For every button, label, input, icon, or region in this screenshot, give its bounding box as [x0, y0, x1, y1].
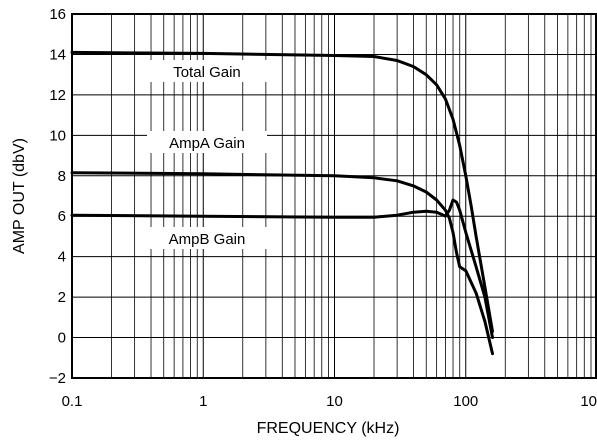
- annotation-label: AmpB Gain: [169, 231, 246, 248]
- y-tick-label: 14: [49, 46, 66, 63]
- y-tick-label: 4: [58, 249, 66, 266]
- y-tick-label: 10: [49, 127, 66, 144]
- x-tick-label: 0.1: [62, 393, 83, 410]
- annotation-backing: [147, 227, 267, 249]
- annotation-label: AmpA Gain: [169, 135, 245, 152]
- y-tick-label: 6: [58, 208, 66, 225]
- y-tick-label: 0: [58, 330, 66, 347]
- series-line-ampa-gain: [70, 171, 494, 356]
- series-lines: [70, 50, 494, 356]
- tick-labels: −2 0 2 4 6 8 10 12 14 16 0.1 1 10 100 1000: [49, 6, 597, 410]
- x-tick-label: 10: [326, 393, 343, 410]
- annotation-backing: [147, 131, 267, 153]
- y-tick-label: −2: [49, 370, 66, 387]
- series-line-ampb-gain: [70, 198, 494, 340]
- series-line-total-gain: [70, 50, 494, 333]
- y-tick-label: 8: [58, 168, 66, 185]
- y-axis-title: AMP OUT (dbV): [11, 138, 28, 254]
- plot-border: [71, 13, 597, 379]
- y-tick-label: 16: [49, 6, 66, 23]
- y-tick-label: 2: [58, 289, 66, 306]
- annotations: Total Gain AmpA Gain AmpB Gain: [147, 60, 267, 249]
- x-tick-label: 1000: [580, 393, 597, 410]
- x-axis-title: FREQUENCY (kHz): [257, 420, 400, 437]
- plot-frame: [71, 13, 597, 379]
- y-tick-label: 12: [49, 87, 66, 104]
- x-tick-label: 1: [199, 393, 207, 410]
- annotation-label: Total Gain: [173, 64, 241, 81]
- x-tick-label: 100: [453, 393, 478, 410]
- annotation-backing: [147, 60, 267, 82]
